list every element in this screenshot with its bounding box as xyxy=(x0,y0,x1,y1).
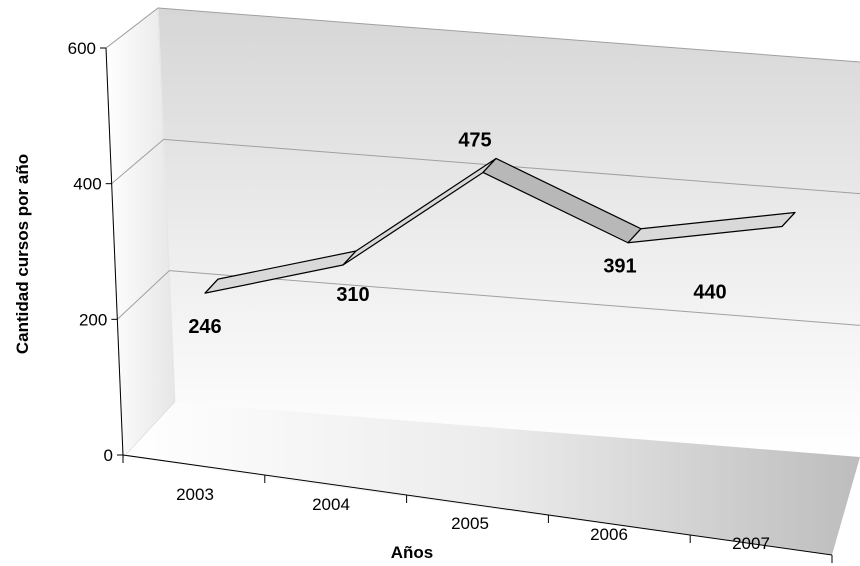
back-wall xyxy=(158,8,860,457)
data-ribbon xyxy=(204,157,796,294)
x-axis-title: Años xyxy=(391,543,434,562)
x-tick-label: 2003 xyxy=(176,485,214,504)
floor xyxy=(123,402,860,555)
data-label: 475 xyxy=(458,129,491,151)
gridline xyxy=(157,7,860,63)
data-label: 391 xyxy=(603,256,636,278)
x-axis-line xyxy=(122,454,833,556)
data-label: 440 xyxy=(693,281,726,303)
x-tick-label: 2007 xyxy=(732,534,770,553)
x-tick-label: 2005 xyxy=(451,514,489,533)
back-wall-edge xyxy=(157,7,176,403)
x-tick-label: 2004 xyxy=(312,495,350,514)
y-tick-label: 600 xyxy=(68,39,96,58)
y-tick-label: 0 xyxy=(104,446,113,465)
gridline xyxy=(169,270,860,326)
y-axis-title: Cantidad cursos por año xyxy=(13,154,32,354)
y-axis-line xyxy=(105,47,124,456)
gridlines xyxy=(105,7,860,326)
gridline-side xyxy=(105,7,159,49)
y-axis: 0 200 400 600 xyxy=(68,39,124,465)
gridline-side xyxy=(111,138,164,185)
gridline-side xyxy=(116,270,170,320)
data-label: 310 xyxy=(336,284,369,306)
data-labels: 246 310 475 391 440 xyxy=(188,129,726,338)
y-tick-label: 400 xyxy=(73,175,101,194)
y-tick-label: 200 xyxy=(79,310,107,329)
data-label: 246 xyxy=(188,316,221,338)
x-axis: 2003 2004 2005 2006 2007 xyxy=(122,454,833,563)
ribbon-cap xyxy=(204,278,219,294)
x-tick-label: 2006 xyxy=(590,525,628,544)
ribbon-cap xyxy=(781,212,796,227)
